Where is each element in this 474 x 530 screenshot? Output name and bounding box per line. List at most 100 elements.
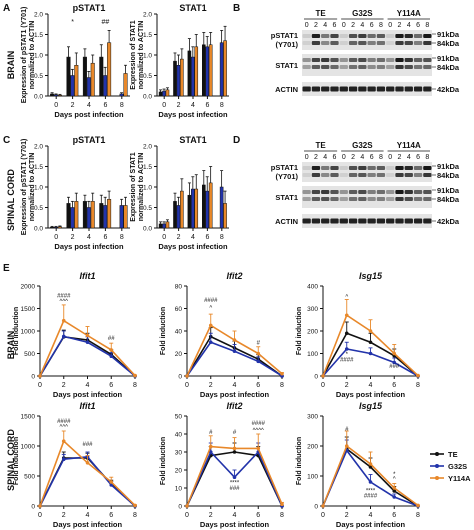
blot-band <box>348 166 358 170</box>
x-tick-label: 2 <box>209 512 213 519</box>
y-tick-label: 1.0 <box>143 53 152 60</box>
y-tick-label: 200 <box>307 444 318 451</box>
significance-label: ### <box>82 442 93 448</box>
y-tick-label: 200 <box>307 329 318 336</box>
blot-band <box>339 197 348 201</box>
blot-band <box>339 173 348 177</box>
y-axis-title: Fold induction <box>296 437 303 485</box>
blot-band <box>413 218 423 224</box>
blot-band <box>311 197 321 201</box>
x-tick-label: 0 <box>54 102 58 109</box>
blot-band <box>386 65 395 69</box>
y-tick-label: 100 <box>307 351 318 358</box>
bar-y114a <box>223 203 227 229</box>
bar-g32s <box>162 90 166 97</box>
blot-band <box>423 34 432 38</box>
panel-letter-b: B <box>233 3 240 14</box>
x-axis-title: Days post infection <box>53 520 123 529</box>
blot-lane-label: 0 <box>342 154 346 161</box>
data-point-g32s <box>109 354 114 359</box>
x-tick-label: 4 <box>87 102 91 109</box>
blot-band <box>404 65 413 69</box>
data-point-y114a <box>368 329 373 333</box>
y-tick-label: 0.0 <box>34 94 43 101</box>
significance-label: #### <box>204 298 218 304</box>
blot-row-label-line1: pSTAT1 <box>271 31 298 40</box>
blot-band <box>367 65 376 69</box>
blot-band <box>330 86 339 92</box>
y-tick-label: 1.5 <box>34 32 43 39</box>
blot-lane-label: 8 <box>425 154 429 161</box>
bar-y114a <box>123 73 128 97</box>
x-tick-label: 2 <box>62 512 66 519</box>
blot-band <box>302 190 311 194</box>
y-axis-title-line1: Expression of pSTAT1 (Y701) <box>21 7 28 104</box>
data-point-g32s <box>232 349 237 354</box>
significance-label: # <box>209 430 213 436</box>
y-tick-label: 1000 <box>21 444 36 451</box>
blot-band <box>413 41 423 45</box>
blot-band <box>339 58 348 62</box>
bar-te <box>173 201 177 229</box>
blot-band <box>302 58 311 62</box>
y-axis-title-line2: normalized to ACTIN <box>138 21 145 90</box>
bar-te <box>66 203 71 229</box>
blot-band <box>321 166 330 170</box>
blot-row-label: STAT1 <box>275 193 298 202</box>
y-tick-label: 1500 <box>21 414 36 421</box>
x-tick-label: 2 <box>71 234 75 241</box>
row-label-spinal-bottom: SPINAL CORD <box>6 429 16 491</box>
blot-band <box>367 190 376 194</box>
data-point-g32s <box>392 495 397 499</box>
blot-band <box>321 173 330 177</box>
blot-band <box>302 197 311 201</box>
blot-lane-label: 2 <box>314 22 318 29</box>
data-point-y114a <box>321 374 325 378</box>
bar-g32s <box>191 188 195 229</box>
blot-lane-label: 6 <box>370 154 374 161</box>
data-point-g32s <box>109 483 114 487</box>
chart-title: Isg15 <box>359 401 383 411</box>
bar-te <box>187 194 192 229</box>
blot-band <box>311 65 321 69</box>
blot-band <box>376 190 386 194</box>
significance-label: # <box>345 427 349 433</box>
blot-row-label-line1: pSTAT1 <box>271 163 298 172</box>
y-tick-label: 40 <box>175 432 183 439</box>
y-tick-label: 1500 <box>21 306 36 313</box>
blot-band <box>386 41 395 45</box>
row-label-brain-top: BRAIN <box>6 51 16 80</box>
blot-band <box>386 166 395 170</box>
blot-band <box>404 190 413 194</box>
bar-te <box>202 44 206 97</box>
blot-membrane <box>302 162 432 182</box>
bar-y114a <box>180 190 184 229</box>
blot-band <box>413 86 423 92</box>
data-point-y114a <box>344 313 349 318</box>
blot-band <box>395 65 404 69</box>
y-axis-title-line2: normalized to ACTIN <box>138 153 145 222</box>
blot-band <box>413 34 423 38</box>
blot-band <box>413 58 423 62</box>
blot-band <box>358 86 367 92</box>
y-tick-label: 2.0 <box>34 144 43 151</box>
blot-band <box>311 34 321 38</box>
blot-band <box>386 190 395 194</box>
x-axis-title: Days post infection <box>54 242 124 251</box>
y-tick-label: 1000 <box>21 329 36 336</box>
blot-band <box>386 34 395 38</box>
significance-label: ## <box>102 19 110 26</box>
legend-marker-te <box>435 452 439 456</box>
data-point-te <box>232 450 237 454</box>
significance-label: * <box>71 19 74 26</box>
blot-band <box>339 41 348 45</box>
x-tick-label: 0 <box>321 382 325 389</box>
marker-size-label: 91kDa <box>437 54 460 63</box>
bar-te <box>158 91 163 97</box>
y-tick-label: 400 <box>307 284 318 291</box>
y-tick-label: 300 <box>307 414 318 421</box>
bar-g32s <box>119 93 124 97</box>
x-tick-label: 2 <box>177 102 181 109</box>
blot-band <box>395 34 404 38</box>
